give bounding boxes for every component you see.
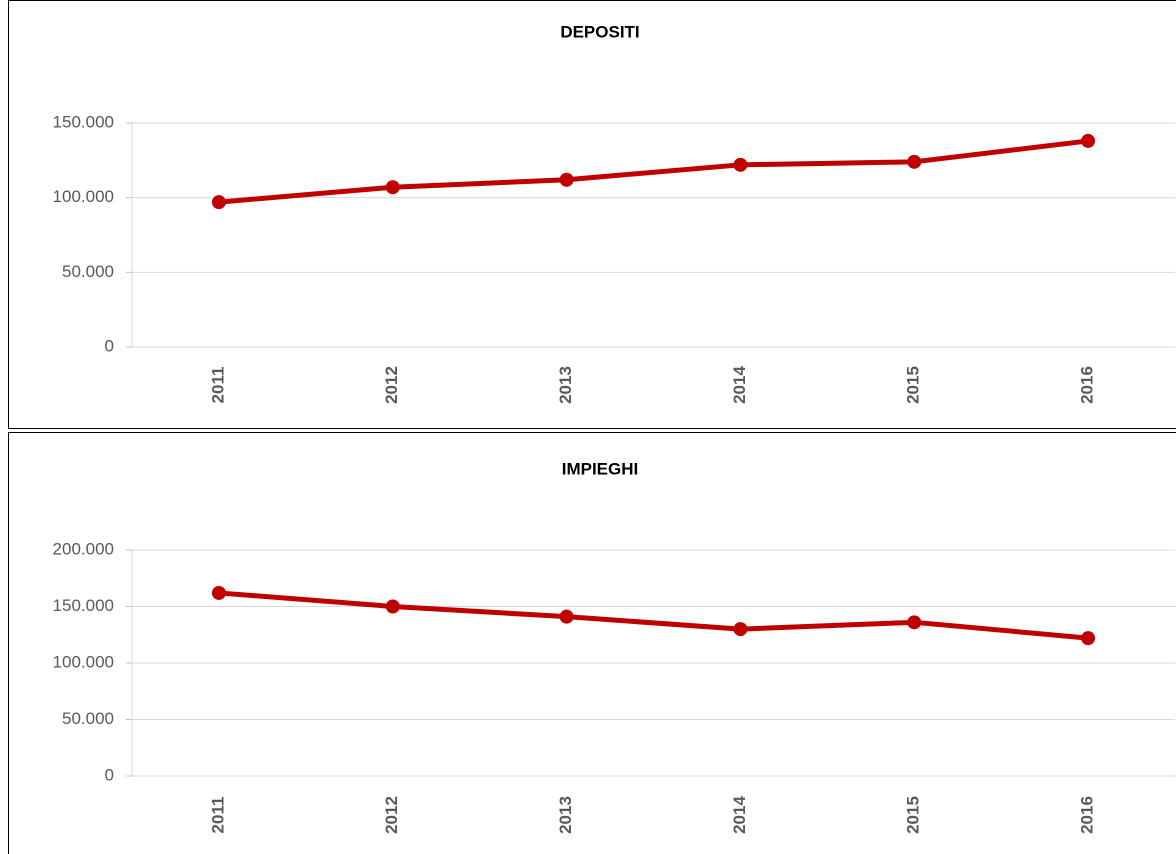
- marker: [733, 622, 748, 637]
- x-tick-label: 2016: [1078, 366, 1097, 404]
- x-tick-label: 2015: [904, 796, 923, 834]
- chart-frame: [8, 0, 1176, 429]
- x-tick-label: 2013: [556, 366, 575, 404]
- marker: [385, 599, 400, 614]
- y-tick-label: 0: [105, 336, 114, 355]
- y-tick-label: 0: [105, 765, 114, 784]
- x-tick-label: 2014: [730, 796, 749, 834]
- marker: [907, 615, 922, 630]
- x-tick-label: 2011: [208, 797, 227, 834]
- marker: [385, 180, 400, 195]
- marker: [733, 157, 748, 172]
- chart-frame: [8, 432, 1176, 854]
- y-tick-label: 150.000: [53, 596, 114, 615]
- line: [218, 138, 1089, 205]
- x-tick-label: 2016: [1078, 796, 1097, 834]
- x-tick-label: 2014: [730, 366, 749, 404]
- marker: [211, 195, 226, 210]
- chart-title: DEPOSITI: [560, 22, 639, 41]
- x-tick-label: 2013: [556, 796, 575, 834]
- y-tick-label: 50.000: [62, 709, 114, 728]
- marker: [1081, 631, 1096, 646]
- y-tick-label: 150.000: [53, 112, 114, 131]
- marker: [559, 609, 574, 624]
- x-tick-label: 2012: [382, 366, 401, 404]
- line: [218, 590, 1089, 641]
- y-tick-label: 50.000: [62, 262, 114, 281]
- x-tick-label: 2012: [382, 796, 401, 834]
- marker: [1081, 133, 1096, 148]
- y-tick-label: 100.000: [53, 187, 114, 206]
- y-tick-label: 100.000: [53, 652, 114, 671]
- x-tick-label: 2015: [904, 366, 923, 404]
- y-tick-label: 200.000: [53, 539, 114, 558]
- marker: [211, 585, 226, 600]
- x-tick-label: 2011: [208, 367, 227, 404]
- chart-title: IMPIEGHI: [562, 459, 639, 478]
- marker: [907, 154, 922, 169]
- marker: [559, 172, 574, 187]
